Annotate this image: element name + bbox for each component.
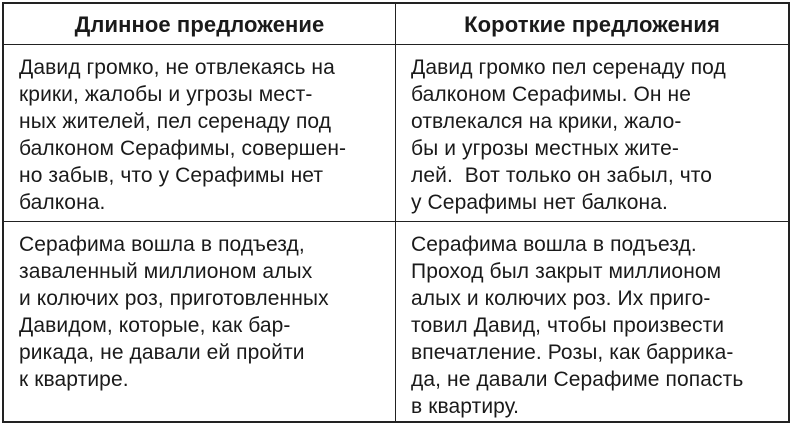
table-cell-long-row1: Давид громко, не отвлекаясь на крики, жа…	[4, 45, 396, 222]
table-cell-short-row2: Серафима вошла в подъезд. Проход был зак…	[411, 233, 744, 418]
table-cell-long-row2: Серафима вошла в подъезд, заваленный мил…	[4, 222, 396, 421]
column-header-short-sentences: Короткие предложения	[396, 4, 788, 45]
table-cell-short-row1: Давид громко пел серенаду под балконом С…	[396, 45, 788, 222]
column-header-long-sentence: Длинное предложение	[4, 4, 396, 45]
